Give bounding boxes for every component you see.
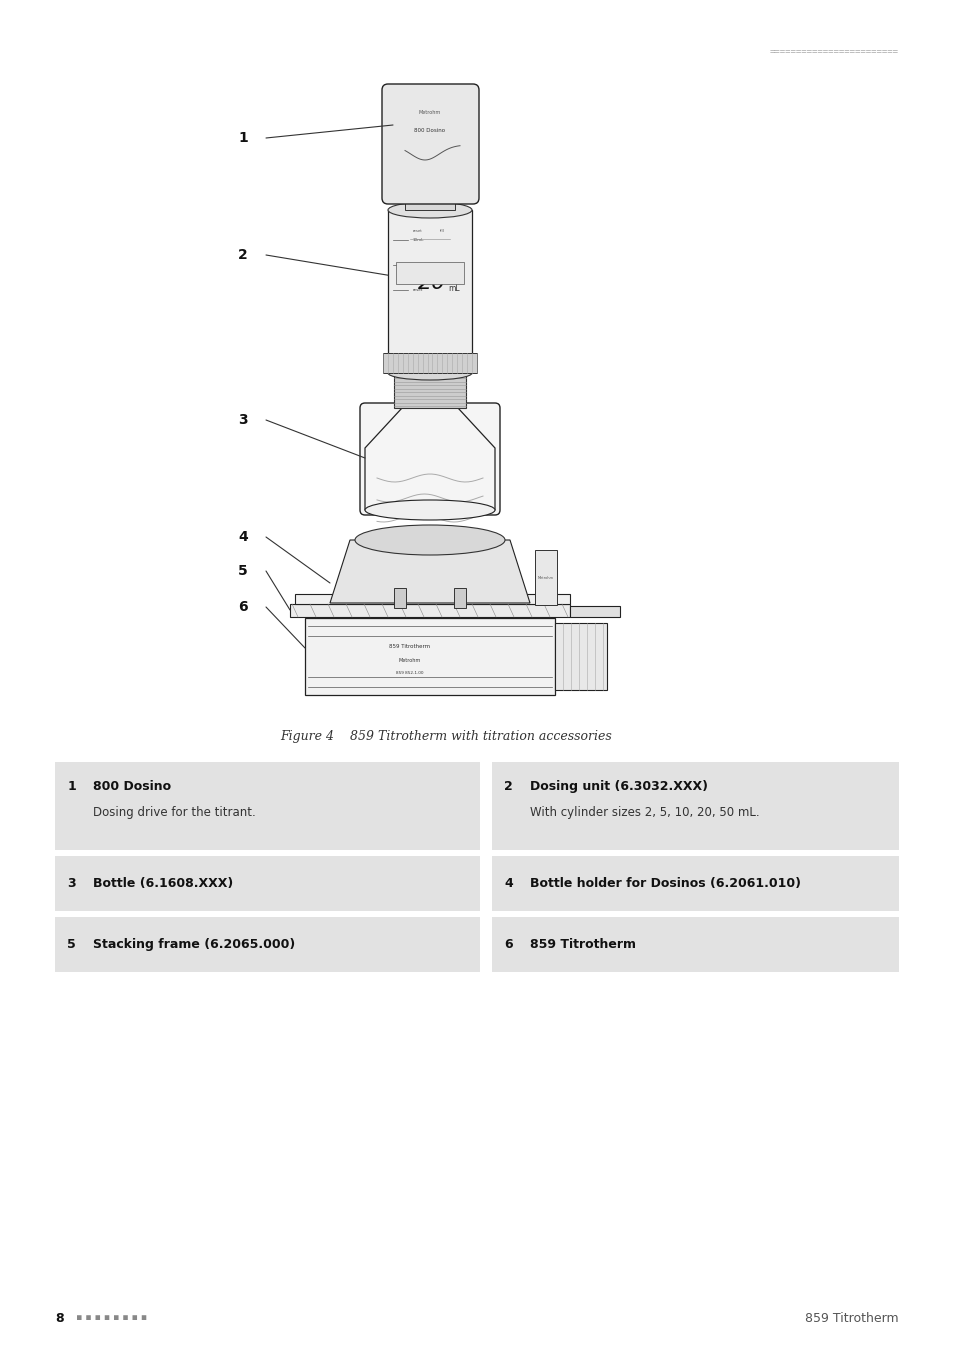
Text: Dosing unit (6.3032.XXX): Dosing unit (6.3032.XXX) (530, 780, 707, 792)
Text: ■ ■ ■ ■ ■ ■ ■ ■: ■ ■ ■ ■ ■ ■ ■ ■ (77, 1314, 147, 1323)
Text: 859 Titrotherm: 859 Titrotherm (804, 1311, 898, 1324)
Bar (394, 373, 465, 408)
Text: 8: 8 (55, 1311, 64, 1324)
Text: 20: 20 (417, 273, 446, 293)
Text: ========================: ======================== (769, 47, 898, 57)
Bar (305, 618, 555, 695)
Bar (555, 622, 606, 690)
Text: 5: 5 (413, 263, 416, 267)
Polygon shape (365, 408, 495, 510)
Ellipse shape (388, 202, 472, 217)
Text: reset: reset (413, 288, 423, 292)
Text: 6: 6 (503, 938, 512, 950)
Bar (382, 352, 476, 373)
Bar (492, 917, 898, 972)
Text: Metrohm: Metrohm (537, 576, 554, 580)
Ellipse shape (355, 525, 504, 555)
Bar (535, 549, 557, 605)
Text: Stacking frame (6.2065.000): Stacking frame (6.2065.000) (93, 938, 295, 950)
Ellipse shape (388, 366, 472, 379)
Text: fill: fill (439, 230, 444, 234)
Bar (394, 589, 406, 608)
Text: Dosing drive for the titrant.: Dosing drive for the titrant. (93, 806, 255, 819)
Text: Figure 4    859 Titrotherm with titration accessories: Figure 4 859 Titrotherm with titration a… (280, 730, 611, 742)
Bar (388, 211, 472, 373)
Text: 1: 1 (238, 131, 248, 144)
FancyBboxPatch shape (381, 84, 478, 204)
Text: Bottle holder for Dosinos (6.2061.010): Bottle holder for Dosinos (6.2061.010) (530, 878, 801, 890)
Bar (492, 856, 898, 911)
Bar (405, 198, 455, 211)
Text: 10mL: 10mL (413, 238, 424, 242)
Text: Bottle (6.1608.XXX): Bottle (6.1608.XXX) (93, 878, 233, 890)
Text: 1: 1 (68, 780, 76, 792)
Text: 859 Titrotherm: 859 Titrotherm (389, 644, 430, 648)
Text: Metrohm: Metrohm (418, 109, 440, 115)
Text: 2: 2 (503, 780, 512, 792)
Text: 4: 4 (238, 531, 248, 544)
Polygon shape (330, 540, 530, 603)
FancyBboxPatch shape (359, 404, 499, 514)
Text: 2: 2 (238, 248, 248, 262)
Text: 5: 5 (238, 564, 248, 578)
Ellipse shape (365, 500, 495, 520)
Text: reset: reset (413, 230, 422, 234)
Text: 800 Dosino: 800 Dosino (414, 127, 445, 132)
Bar (492, 761, 898, 850)
Bar (395, 262, 463, 284)
Bar (454, 589, 465, 608)
Bar (294, 594, 569, 603)
Text: 3: 3 (238, 413, 248, 427)
Bar (55, 856, 479, 911)
Text: mL: mL (448, 284, 459, 293)
Text: 859 852-1.00: 859 852-1.00 (395, 671, 423, 675)
Text: With cylinder sizes 2, 5, 10, 20, 50 mL.: With cylinder sizes 2, 5, 10, 20, 50 mL. (530, 806, 759, 819)
Text: 859 Titrotherm: 859 Titrotherm (530, 938, 636, 950)
Text: 3: 3 (68, 878, 76, 890)
Text: 800 Dosino: 800 Dosino (93, 780, 172, 792)
Bar (569, 606, 619, 617)
Text: 5: 5 (68, 938, 76, 950)
Bar (290, 603, 569, 617)
Text: 6: 6 (238, 599, 248, 614)
Bar (55, 761, 479, 850)
Bar (55, 917, 479, 972)
Text: 4: 4 (503, 878, 512, 890)
Text: Metrohm: Metrohm (398, 657, 420, 663)
